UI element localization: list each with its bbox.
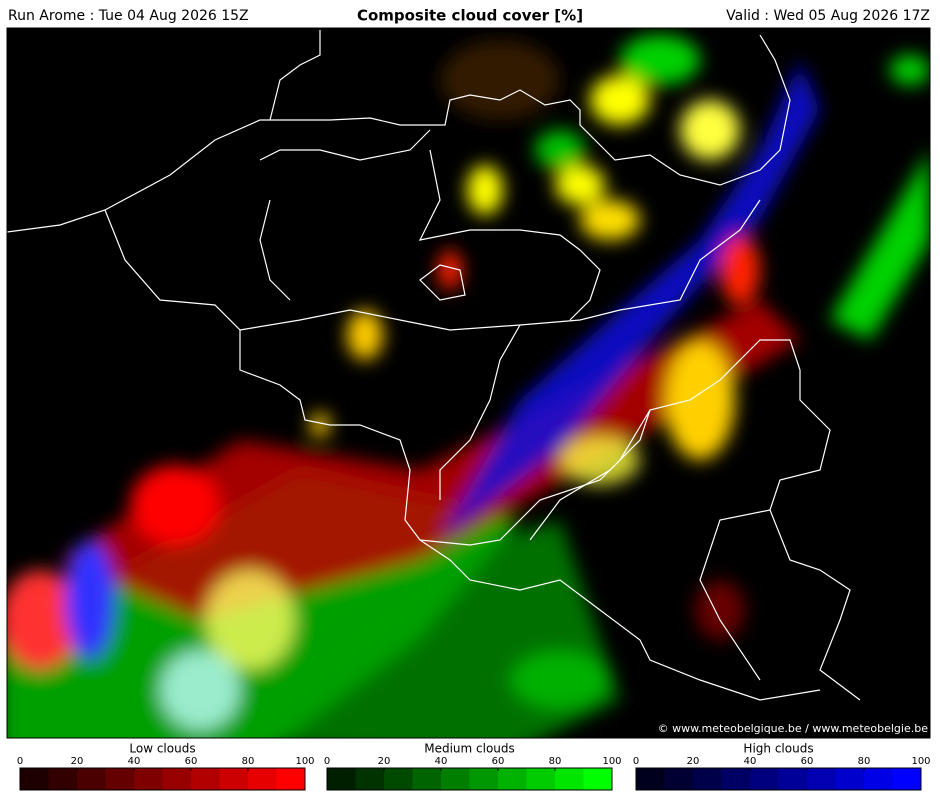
cloud-field (7, 35, 930, 738)
colorbar-frame (326, 767, 613, 791)
color-segment (693, 768, 722, 790)
tick-label: 60 (185, 756, 198, 767)
color-segment (721, 768, 751, 790)
color-segment (355, 768, 385, 790)
color-segment (276, 768, 306, 790)
tick-label: 60 (492, 756, 505, 767)
color-segment (555, 768, 584, 790)
tick-label: 60 (801, 756, 814, 767)
tick-label: 40 (128, 756, 141, 767)
color-segment (219, 768, 249, 790)
color-segment (498, 768, 527, 790)
color-segment (191, 768, 220, 790)
tick-label: 100 (295, 756, 314, 767)
color-segment (327, 768, 356, 790)
map-frame (6, 27, 931, 739)
map-title: Composite cloud cover [%] (357, 7, 583, 25)
color-segment (892, 768, 922, 790)
valid-label: Valid : Wed 05 Aug 2026 17Z (726, 8, 930, 24)
color-segment (835, 768, 865, 790)
color-segment (664, 768, 694, 790)
legend-title: Medium clouds (424, 742, 515, 756)
tick-label: 40 (744, 756, 757, 767)
tick-label: 0 (17, 756, 23, 767)
tick-label: 0 (633, 756, 639, 767)
tick-label: 20 (71, 756, 84, 767)
legend-title: High clouds (743, 742, 813, 756)
borders (7, 30, 861, 701)
color-segment (384, 768, 413, 790)
color-segment (583, 768, 613, 790)
color-segment (807, 768, 836, 790)
color-segment (134, 768, 163, 790)
color-segment (750, 768, 779, 790)
map-area: © www.meteobelgique.be / www.meteobelgie… (7, 28, 930, 738)
color-segment (48, 768, 78, 790)
tick-label: 80 (549, 756, 562, 767)
color-segment (162, 768, 192, 790)
tick-label: 80 (242, 756, 255, 767)
colorbar-frame (19, 767, 306, 791)
color-segment (77, 768, 106, 790)
tick-label: 20 (687, 756, 700, 767)
color-segment (248, 768, 277, 790)
color-segment (469, 768, 499, 790)
color-segment (20, 768, 49, 790)
tick-label: 20 (378, 756, 391, 767)
run-label: Run Arome : Tue 04 Aug 2026 15Z (8, 8, 249, 24)
tick-label: 0 (324, 756, 330, 767)
credit: © www.meteobelgique.be / www.meteobelgie… (658, 722, 929, 735)
color-segment (105, 768, 135, 790)
tick-label: 100 (602, 756, 621, 767)
tick-label: 100 (911, 756, 930, 767)
color-segment (441, 768, 470, 790)
color-segment (864, 768, 893, 790)
color-segment (526, 768, 556, 790)
color-segment (636, 768, 665, 790)
legends: Low clouds 0 20 40 60 80 100 Medium clouds 0 20 40… (17, 742, 931, 791)
legend-title: Low clouds (129, 742, 195, 756)
tick-label: 80 (858, 756, 871, 767)
color-segment (778, 768, 808, 790)
color-segment (412, 768, 442, 790)
colorbar-frame (635, 767, 922, 791)
tick-label: 40 (435, 756, 448, 767)
